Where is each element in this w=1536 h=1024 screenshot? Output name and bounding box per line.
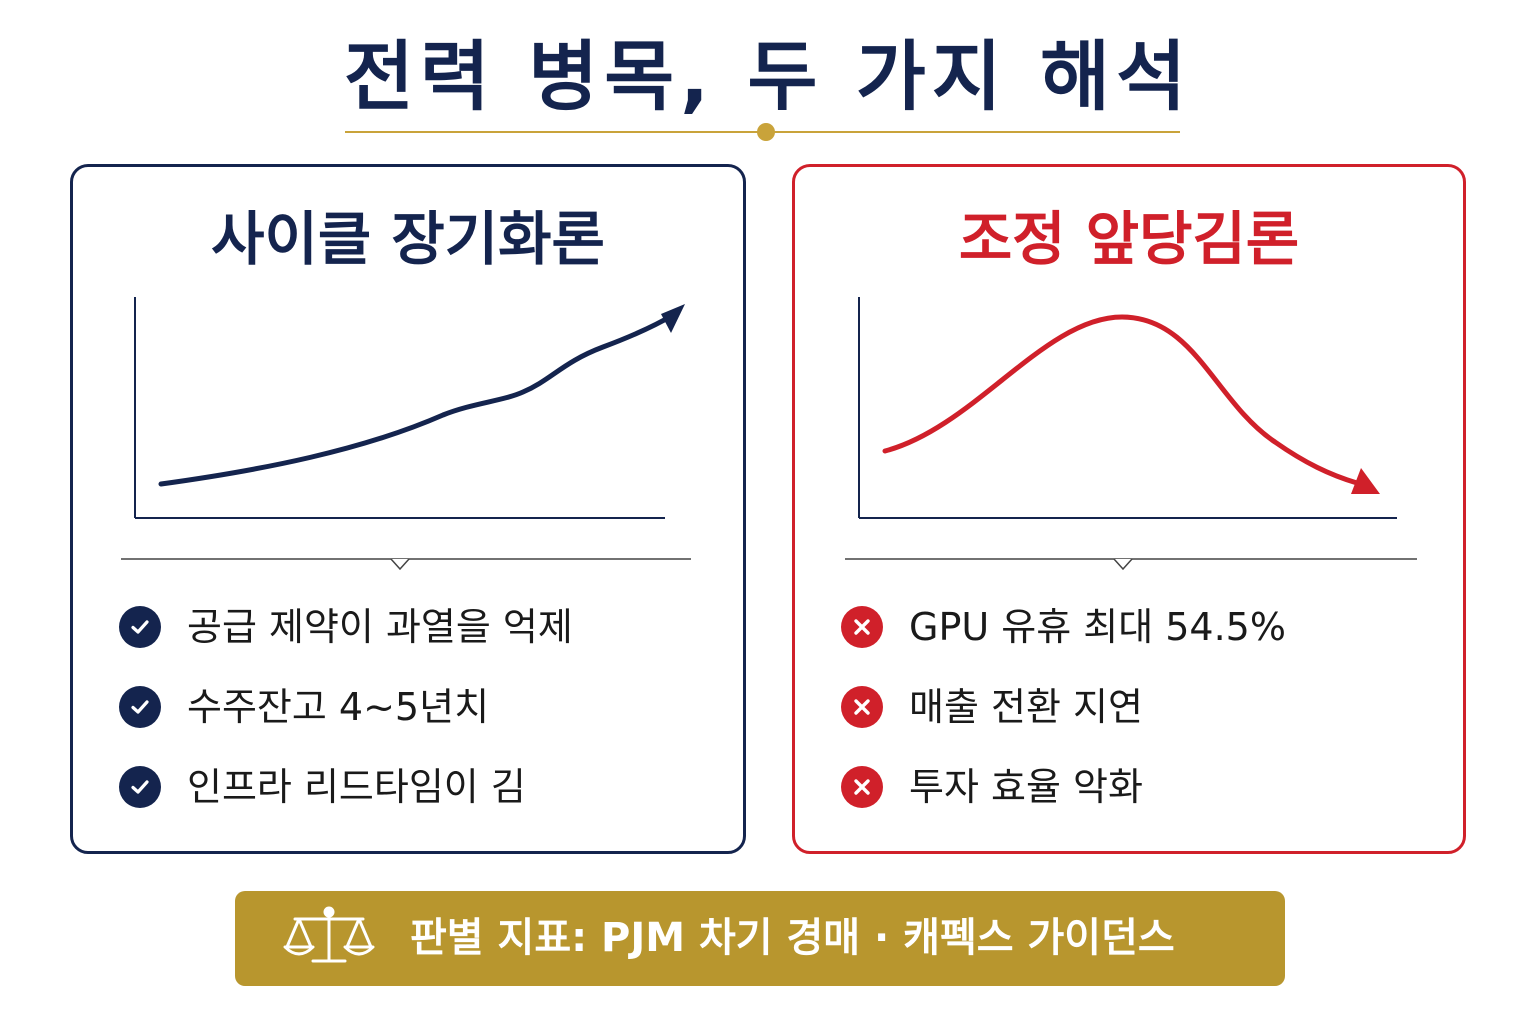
rising-trend-chart bbox=[121, 297, 691, 571]
risk-points-list: GPU 유휴 최대 54.5% 매출 전환 지연 투자 효율 악화 bbox=[841, 587, 1286, 827]
list-item: 투자 효율 악화 bbox=[841, 747, 1286, 827]
check-circle-icon bbox=[119, 766, 161, 808]
list-item: 수주잔고 4~5년치 bbox=[119, 667, 573, 747]
indicator-text: 판별 지표: PJM 차기 경매 · 캐펙스 가이던스 bbox=[410, 915, 1175, 961]
peak-decline-chart bbox=[845, 297, 1417, 571]
divider-notch bbox=[390, 558, 410, 571]
divider-notch bbox=[1113, 558, 1133, 571]
check-circle-icon bbox=[119, 686, 161, 728]
title-divider-dot bbox=[757, 123, 775, 141]
list-item-text: GPU 유휴 최대 54.5% bbox=[909, 605, 1286, 649]
list-item-text: 인프라 리드타임이 김 bbox=[187, 765, 526, 809]
indicator-banner: 판별 지표: PJM 차기 경매 · 캐펙스 가이던스 bbox=[235, 891, 1285, 986]
page-title: 전력 병목, 두 가지 해석 bbox=[344, 32, 1192, 121]
panel-title-left: 사이클 장기화론 bbox=[211, 205, 605, 273]
scales-icon bbox=[283, 906, 375, 963]
trend-arrowhead bbox=[1351, 468, 1380, 494]
list-item-text: 수주잔고 4~5년치 bbox=[187, 685, 490, 729]
x-circle-icon bbox=[841, 686, 883, 728]
list-item-text: 투자 효율 악화 bbox=[909, 765, 1143, 809]
list-item: 매출 전환 지연 bbox=[841, 667, 1286, 747]
panel-title-right: 조정 앞당김론 bbox=[958, 205, 1300, 273]
x-circle-icon bbox=[841, 766, 883, 808]
list-item-text: 매출 전환 지연 bbox=[909, 685, 1143, 729]
x-circle-icon bbox=[841, 606, 883, 648]
trend-line bbox=[158, 312, 676, 487]
panel-early-correction: 조정 앞당김론 GPU 유휴 최대 54.5% 매출 전환 지연 투자 효율 악… bbox=[792, 164, 1466, 854]
list-item: 공급 제약이 과열을 억제 bbox=[119, 587, 573, 667]
check-circle-icon bbox=[119, 606, 161, 648]
list-item: 인프라 리드타임이 김 bbox=[119, 747, 573, 827]
trend-line bbox=[882, 314, 1360, 486]
supporting-points-list: 공급 제약이 과열을 억제 수주잔고 4~5년치 인프라 리드타임이 김 bbox=[119, 587, 573, 827]
list-item-text: 공급 제약이 과열을 억제 bbox=[187, 605, 573, 649]
panel-cycle-extension: 사이클 장기화론 공급 제약이 과열을 억제 수주잔고 4~5년치 인프라 리드… bbox=[70, 164, 746, 854]
list-item: GPU 유휴 최대 54.5% bbox=[841, 587, 1286, 667]
trend-arrowhead bbox=[661, 304, 685, 333]
